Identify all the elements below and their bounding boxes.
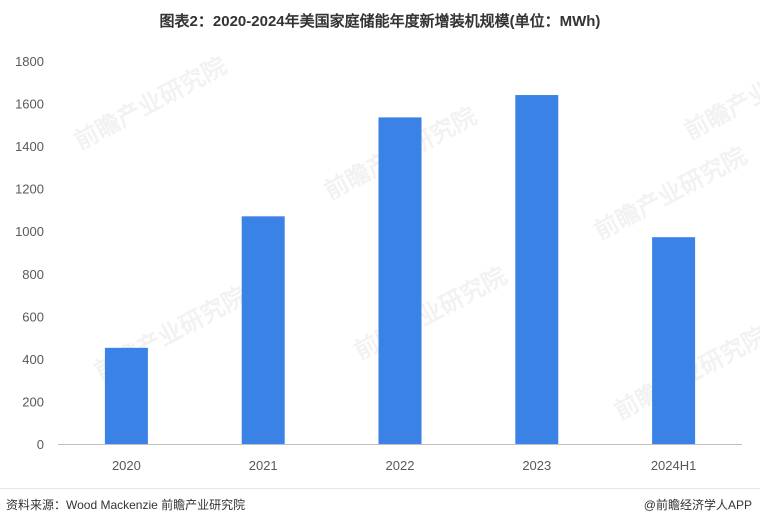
bar-2023 <box>515 95 559 445</box>
brand-credit: @前瞻经济学人APP <box>644 496 752 513</box>
bar-2022 <box>378 117 422 444</box>
watermark-text: 前瞻产业研究院 <box>70 52 231 156</box>
x-tick-label: 2020 <box>112 458 141 473</box>
y-axis: 0 200 400 600 800 1000 1200 1400 1600 1800 <box>15 54 44 452</box>
bar-chart: 前瞻产业研究院前瞻产业研究院前瞻产业研究院前瞻产业研究院前瞻产业研究院前瞻产业研… <box>15 42 760 473</box>
bar-2021 <box>241 216 285 444</box>
watermark-text: 前瞻产业研究院 <box>680 42 760 146</box>
y-tick-label: 200 <box>22 394 44 409</box>
y-tick-label: 1400 <box>15 139 44 154</box>
x-tick-label: 2023 <box>522 458 551 473</box>
y-tick-label: 1600 <box>15 97 44 112</box>
watermark-text: 前瞻产业研究院 <box>590 142 751 246</box>
y-tick-label: 800 <box>22 267 44 282</box>
brand-text: @前瞻经济学人APP <box>643 498 752 512</box>
x-tick-label: 2021 <box>249 458 278 473</box>
chart-title: 图表2：2020-2024年美国家庭储能年度新增装机规模(单位：MWh) <box>159 13 601 30</box>
bar-2024H1 <box>652 237 696 444</box>
bars <box>104 95 696 445</box>
footer-divider <box>0 488 760 489</box>
x-tick-label: 2022 <box>386 458 415 473</box>
source-note: 资料来源：Wood Mackenzie 前瞻产业研究院 <box>6 498 246 512</box>
y-tick-label: 400 <box>22 352 44 367</box>
y-tick-label: 600 <box>22 309 44 324</box>
y-tick-label: 1800 <box>15 54 44 69</box>
watermark-text: 前瞻产业研究院 <box>350 262 511 366</box>
y-tick-label: 1000 <box>15 224 44 239</box>
bar-2020 <box>104 347 148 444</box>
y-tick-label: 1200 <box>15 182 44 197</box>
x-axis: 2020 2021 2022 2023 2024H1 <box>112 458 696 473</box>
y-tick-label: 0 <box>37 437 44 452</box>
x-tick-label: 2024H1 <box>651 458 697 473</box>
